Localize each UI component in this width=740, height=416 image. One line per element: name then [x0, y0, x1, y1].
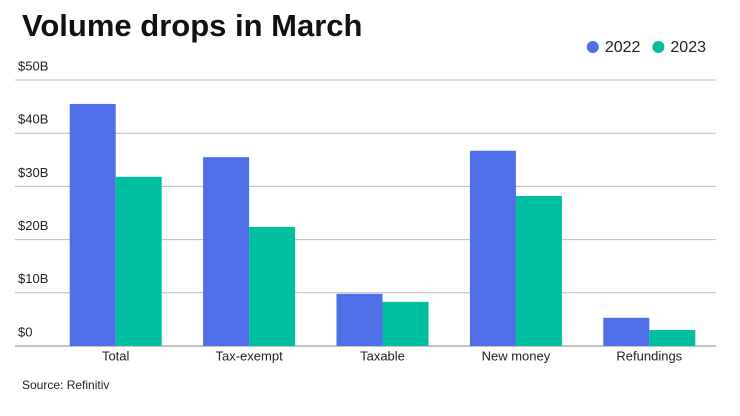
- y-tick-label: $50B: [18, 58, 48, 73]
- bar: [249, 226, 296, 346]
- legend-label: 2023: [670, 39, 706, 56]
- y-tick-label: $10B: [18, 271, 48, 286]
- bar: [69, 103, 116, 346]
- bar: [336, 293, 383, 346]
- y-tick-label: $30B: [18, 165, 48, 180]
- source-note: Source: Refinitiv: [22, 378, 109, 392]
- chart-title: Volume drops in March: [22, 8, 362, 43]
- legend-swatch: [652, 41, 665, 53]
- bar: [469, 150, 516, 346]
- y-tick-label: $20B: [18, 218, 48, 233]
- legend-swatch: [586, 41, 599, 53]
- y-tick-label: $40B: [18, 112, 48, 127]
- bar: [115, 176, 162, 346]
- x-tick-label: New money: [482, 348, 551, 363]
- y-tick-label: $0: [18, 324, 32, 339]
- x-tick-label: Total: [102, 348, 130, 363]
- x-tick-label: Tax-exempt: [215, 348, 283, 363]
- bar: [203, 157, 250, 346]
- x-tick-label: Taxable: [360, 348, 405, 363]
- bar: [382, 301, 429, 346]
- x-tick-label: Refundings: [616, 348, 682, 363]
- legend-label: 2022: [605, 39, 641, 56]
- bar: [649, 330, 696, 346]
- bar: [603, 317, 650, 346]
- bar: [515, 195, 562, 346]
